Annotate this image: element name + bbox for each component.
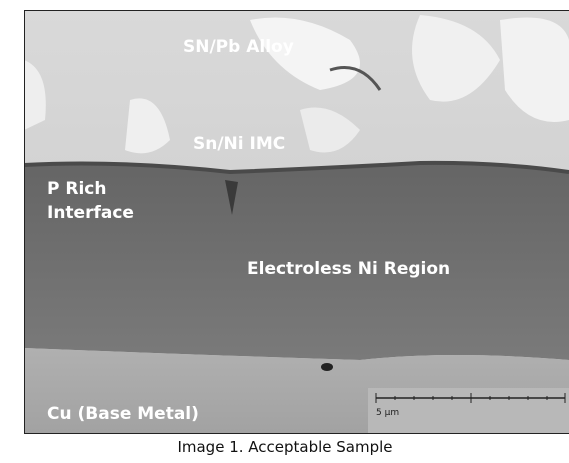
label-cu: Cu (Base Metal)	[47, 404, 199, 424]
figure: 5 µm SN/Pb Alloy Sn/Ni IMC P Rich Interf…	[0, 0, 569, 463]
caption: Image 1. Acceptable Sample	[177, 438, 392, 456]
page: {"labels": {"alloy": "SN/Pb Alloy", "imc…	[0, 0, 569, 463]
label-alloy: SN/Pb Alloy	[183, 37, 294, 57]
label-imc: Sn/Ni IMC	[193, 134, 285, 154]
label-interface: P Rich	[47, 179, 106, 199]
label-ni-region: Electroless Ni Region	[247, 259, 450, 279]
scale-label: 5 µm	[376, 408, 399, 418]
label-interface: Interface	[47, 203, 134, 223]
